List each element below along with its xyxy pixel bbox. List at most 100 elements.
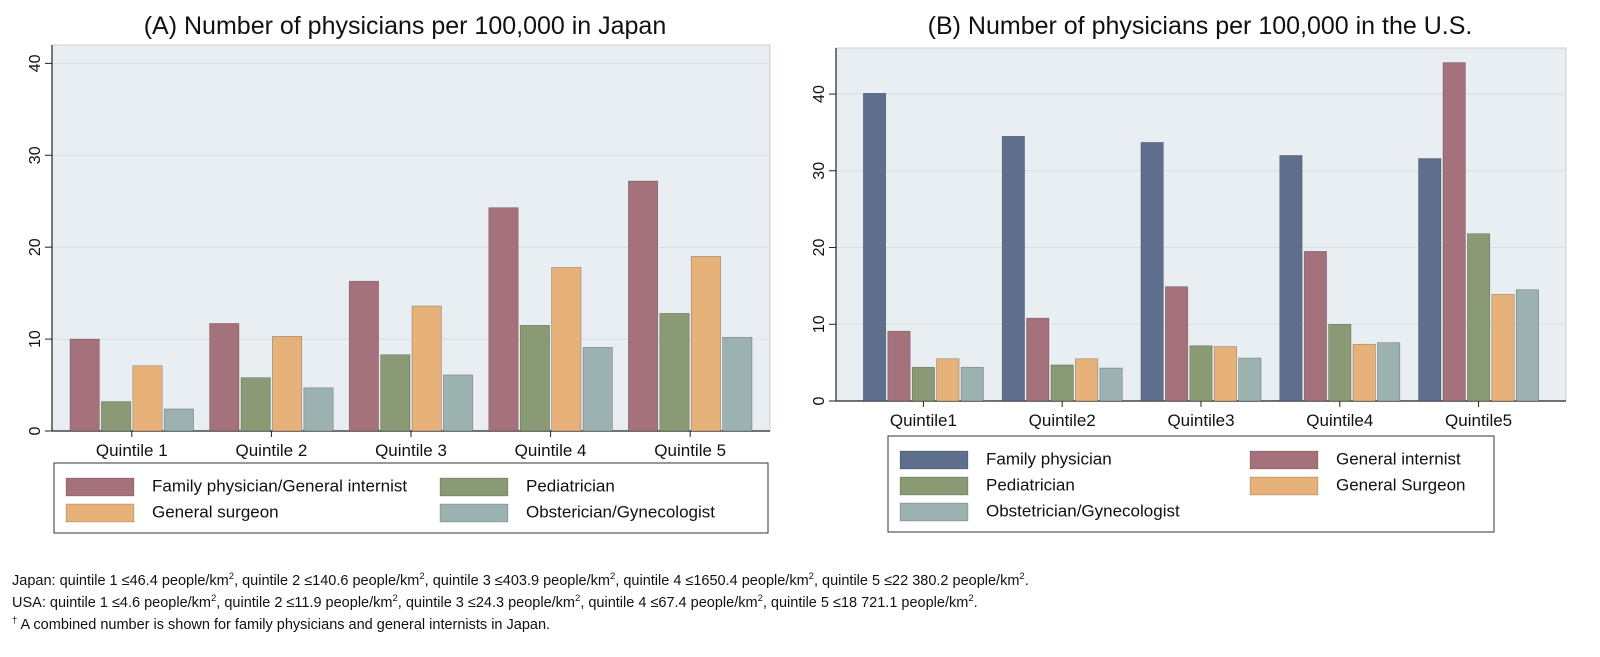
footnote-usa-q4: , quintile 4 ≤67.4 people/km2 (580, 593, 763, 611)
legend-swatch (439, 503, 509, 523)
footnote-japan-q4: , quintile 4 ≤1650.4 people/km2 (615, 571, 814, 589)
bar-pediatrician-quintile4 (1328, 323, 1352, 402)
y-tick-label: 20 (27, 238, 44, 256)
footnote-dagger-text: A combined number is shown for family ph… (17, 617, 551, 633)
bar-obsterician-gynecologist-quintile-5 (722, 336, 753, 432)
legend-item-obstetrician-gynecologist: Obstetrician/Gynecologist (899, 501, 1180, 522)
bar-pediatrician-quintile-3 (380, 354, 411, 432)
bar-pediatrician-quintile2 (1050, 364, 1074, 402)
legend-item-family-physician-general-internist: Family physician/General internist (65, 476, 407, 497)
legend-box (53, 462, 769, 534)
footnote-usa-q2: , quintile 2 ≤11.9 people/km2 (216, 593, 398, 611)
x-tick-label: Quintile4 (1306, 411, 1373, 430)
bar-general-internist-quintile4 (1303, 251, 1327, 402)
bar-obsterician-gynecologist-quintile-4 (582, 347, 613, 432)
legend: Family physician/General internist Pediat… (53, 462, 769, 534)
legend-item-pediatrician: Pediatrician (899, 475, 1075, 496)
legend-label: General Surgeon (1336, 475, 1465, 494)
x-tick-label: Quintile2 (1029, 411, 1096, 430)
legend-box (887, 435, 1495, 533)
footnote-japan-prefix: Japan: (12, 573, 60, 589)
bar-obstetrician-gynecologist-quintile2 (1099, 367, 1123, 402)
legend-item-family-physician: Family physician (899, 449, 1112, 470)
bar-obsterician-gynecologist-quintile-1 (163, 408, 194, 432)
footnote-usa-q1: quintile 1 ≤4.6 people/km2 (49, 593, 217, 611)
legend-label: Pediatrician (986, 475, 1075, 494)
bar-general-surgeon-quintile-1 (132, 365, 163, 432)
bar-general-surgeon-quintile4 (1352, 343, 1376, 402)
chart-usa: (B) Number of physicians per 100,000 in … (811, 12, 1567, 533)
footnote-japan-q3: , quintile 3 ≤403.9 people/km2 (424, 571, 616, 589)
x-tick-label: Quintile1 (890, 411, 957, 430)
y-tick-label: 30 (27, 146, 44, 164)
bar-family-physician-quintile1 (863, 92, 887, 402)
bar-family-physician-general-internist-quintile-5 (628, 180, 659, 432)
bar-general-surgeon-quintile-5 (690, 256, 721, 432)
x-tick-label: Quintile3 (1167, 411, 1234, 430)
bar-obstetrician-gynecologist-quintile3 (1238, 357, 1262, 402)
y-tick-label: 0 (811, 396, 828, 405)
bar-pediatrician-quintile-2 (240, 377, 271, 432)
legend-item-general-internist: General internist (1249, 449, 1461, 470)
legend-swatch (899, 450, 969, 470)
footnote-dagger: † A combined number is shown for family … (12, 616, 550, 634)
bar-family-physician-quintile4 (1279, 155, 1303, 402)
x-tick-label: Quintile 2 (235, 441, 307, 460)
footnote-japan: Japan: quintile 1 ≤46.4 people/km2, quin… (12, 571, 1029, 589)
legend-item-general-surgeon: General surgeon (65, 502, 279, 523)
bar-pediatrician-quintile-5 (659, 313, 690, 432)
footnote-usa-q5: , quintile 5 ≤18 721.1 people/km2 (762, 593, 974, 611)
y-tick-label: 0 (27, 426, 44, 435)
legend: Family physician General internist Pediatr… (887, 435, 1495, 533)
bar-pediatrician-quintile1 (911, 366, 935, 402)
footnote-usa-q3: , quintile 3 ≤24.3 people/km2 (397, 593, 581, 611)
bar-general-surgeon-quintile-4 (551, 267, 582, 432)
bar-obsterician-gynecologist-quintile-3 (443, 374, 474, 432)
bar-family-physician-quintile5 (1418, 158, 1442, 402)
bar-family-physician-general-internist-quintile-1 (69, 338, 100, 432)
bar-pediatrician-quintile-1 (101, 401, 132, 432)
legend-label: General surgeon (152, 502, 279, 521)
footnote-usa-prefix: USA: (12, 595, 50, 611)
bar-general-internist-quintile2 (1026, 317, 1050, 402)
chart-title: (A) Number of physicians per 100,000 in … (144, 12, 667, 40)
y-tick-label: 20 (811, 239, 828, 257)
y-tick-label: 10 (27, 330, 44, 348)
bar-family-physician-general-internist-quintile-3 (348, 280, 379, 432)
bar-obsterician-gynecologist-quintile-2 (303, 387, 334, 432)
bar-general-internist-quintile1 (887, 330, 911, 402)
legend-label: Family physician (986, 449, 1112, 468)
bar-obstetrician-gynecologist-quintile5 (1515, 289, 1539, 402)
legend-item-general-surgeon: General Surgeon (1249, 475, 1465, 496)
bar-general-surgeon-quintile1 (936, 358, 960, 402)
legend-label: Pediatrician (526, 476, 615, 495)
legend-label: Obsterician/Gynecologist (526, 502, 715, 521)
legend-swatch (899, 476, 969, 496)
bar-general-surgeon-quintile3 (1213, 346, 1237, 402)
bar-general-surgeon-quintile-3 (411, 305, 442, 432)
x-tick-label: Quintile 3 (375, 441, 447, 460)
legend-swatch (65, 477, 135, 497)
bar-family-physician-quintile3 (1140, 142, 1164, 402)
y-tick-label: 40 (811, 85, 828, 103)
bar-family-physician-general-internist-quintile-2 (209, 323, 240, 432)
x-tick-label: Quintile5 (1445, 411, 1512, 430)
bar-obstetrician-gynecologist-quintile1 (960, 366, 984, 402)
footnote-usa: USA: quintile 1 ≤4.6 people/km2, quintil… (12, 593, 978, 611)
bar-general-surgeon-quintile2 (1075, 358, 1099, 402)
legend-label: General internist (1336, 449, 1461, 468)
x-tick-label: Quintile 4 (515, 441, 587, 460)
bar-family-physician-general-internist-quintile-4 (488, 207, 519, 432)
bar-family-physician-quintile2 (1001, 135, 1025, 402)
y-tick-label: 40 (27, 54, 44, 72)
footnote-japan-q2: , quintile 2 ≤140.6 people/km2 (234, 571, 425, 589)
y-tick-label: 30 (811, 162, 828, 180)
bar-general-surgeon-quintile5 (1491, 294, 1515, 402)
bar-obstetrician-gynecologist-quintile4 (1377, 342, 1401, 402)
footnote-japan-q1: quintile 1 ≤46.4 people/km2 (59, 571, 235, 589)
bar-general-internist-quintile5 (1442, 62, 1466, 402)
chart-japan: (A) Number of physicians per 100,000 in … (27, 12, 771, 534)
bar-pediatrician-quintile-4 (519, 325, 550, 432)
y-tick-label: 10 (811, 315, 828, 333)
